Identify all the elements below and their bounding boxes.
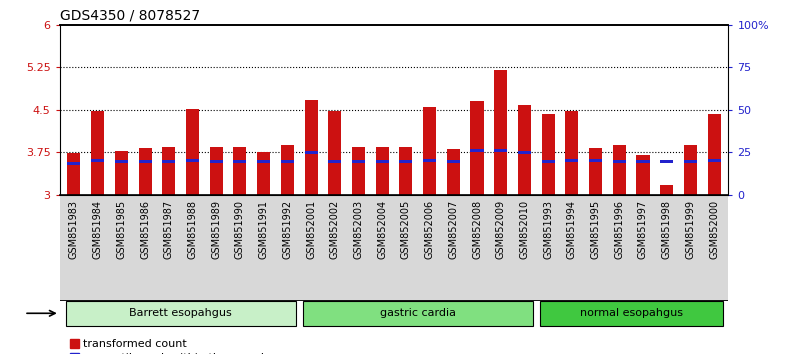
Text: GSM852006: GSM852006 — [424, 200, 435, 259]
Text: GSM851995: GSM851995 — [591, 200, 600, 259]
Bar — [447, 149, 460, 195]
Bar — [139, 148, 151, 195]
Text: GSM852007: GSM852007 — [448, 200, 458, 259]
Bar — [115, 150, 128, 195]
Bar — [209, 147, 223, 195]
Bar — [708, 159, 720, 162]
Bar — [68, 153, 80, 195]
Text: GSM852003: GSM852003 — [353, 200, 364, 259]
Bar — [400, 160, 412, 164]
Text: GSM851991: GSM851991 — [259, 200, 268, 259]
Text: GSM851983: GSM851983 — [69, 200, 79, 259]
Text: GSM851997: GSM851997 — [638, 200, 648, 259]
Text: GDS4350 / 8078527: GDS4350 / 8078527 — [60, 8, 200, 22]
Bar — [589, 148, 602, 195]
Bar — [352, 160, 365, 164]
Text: GSM852000: GSM852000 — [709, 200, 719, 259]
Bar — [565, 159, 579, 162]
Bar — [684, 145, 697, 195]
Text: GSM851989: GSM851989 — [211, 200, 221, 259]
Text: GSM851990: GSM851990 — [235, 200, 245, 259]
Bar — [423, 107, 436, 195]
Text: GSM851987: GSM851987 — [164, 200, 174, 259]
Bar — [233, 160, 247, 164]
Bar — [613, 160, 626, 164]
Bar — [162, 147, 175, 195]
Text: GSM852004: GSM852004 — [377, 200, 387, 259]
Bar — [494, 70, 507, 195]
FancyBboxPatch shape — [540, 301, 723, 326]
Bar — [305, 151, 318, 154]
Text: GSM851996: GSM851996 — [615, 200, 624, 259]
Text: GSM852008: GSM852008 — [472, 200, 482, 259]
Bar — [447, 160, 460, 164]
Text: GSM851986: GSM851986 — [140, 200, 150, 259]
Text: GSM851993: GSM851993 — [543, 200, 553, 259]
Text: Barrett esopahgus: Barrett esopahgus — [129, 308, 232, 318]
Legend: transformed count, percentile rank within the sample: transformed count, percentile rank withi… — [65, 335, 275, 354]
Bar — [589, 159, 602, 162]
FancyBboxPatch shape — [65, 301, 296, 326]
Text: GSM852009: GSM852009 — [496, 200, 505, 259]
Bar — [186, 109, 199, 195]
Text: GSM851985: GSM851985 — [116, 200, 127, 259]
Text: GSM852005: GSM852005 — [401, 200, 411, 259]
Bar — [565, 112, 579, 195]
Bar — [518, 105, 531, 195]
Bar — [209, 160, 223, 164]
Bar — [91, 111, 104, 195]
Bar — [281, 145, 294, 195]
Bar — [233, 147, 247, 195]
Bar — [518, 151, 531, 154]
Bar — [91, 159, 104, 162]
FancyBboxPatch shape — [302, 301, 533, 326]
Bar — [328, 160, 341, 164]
Bar — [186, 159, 199, 162]
Bar — [423, 159, 436, 162]
Bar — [162, 160, 175, 164]
Bar — [637, 155, 650, 195]
Bar — [400, 147, 412, 195]
Bar — [328, 112, 341, 195]
Bar — [257, 160, 270, 164]
Bar — [257, 152, 270, 195]
Bar — [115, 160, 128, 164]
Bar — [470, 101, 483, 195]
Bar — [352, 147, 365, 195]
Text: GSM851998: GSM851998 — [661, 200, 672, 259]
Bar — [684, 160, 697, 164]
Bar — [68, 162, 80, 165]
Text: GSM851988: GSM851988 — [188, 200, 197, 259]
Bar — [376, 147, 388, 195]
Bar — [305, 99, 318, 195]
Bar — [541, 114, 555, 195]
Text: GSM852010: GSM852010 — [520, 200, 529, 259]
Bar — [281, 160, 294, 164]
Bar — [660, 184, 673, 195]
Bar — [470, 149, 483, 152]
Bar — [494, 149, 507, 152]
Text: GSM852002: GSM852002 — [330, 200, 340, 259]
Bar — [708, 114, 720, 195]
Bar — [139, 160, 151, 164]
Bar — [637, 160, 650, 164]
Bar — [660, 160, 673, 164]
Bar — [376, 160, 388, 164]
Text: GSM851992: GSM851992 — [283, 200, 292, 259]
Bar — [613, 145, 626, 195]
Text: normal esopahgus: normal esopahgus — [579, 308, 683, 318]
Bar — [541, 160, 555, 164]
Text: GSM851999: GSM851999 — [685, 200, 696, 259]
Text: GSM852001: GSM852001 — [306, 200, 316, 259]
Text: gastric cardia: gastric cardia — [380, 308, 456, 318]
Text: GSM851984: GSM851984 — [92, 200, 103, 259]
Text: GSM851994: GSM851994 — [567, 200, 577, 259]
